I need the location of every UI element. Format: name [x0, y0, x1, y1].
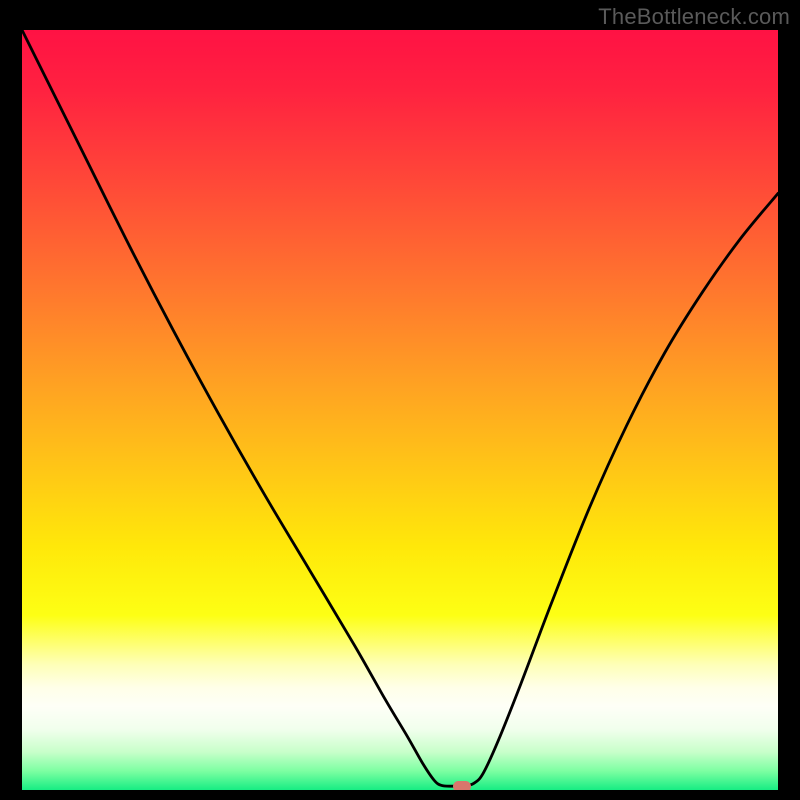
plot-area [22, 30, 778, 790]
curve-path [22, 30, 778, 786]
optimal-point-marker [453, 781, 470, 790]
watermark-text: TheBottleneck.com [598, 4, 790, 30]
chart-container: TheBottleneck.com [0, 0, 800, 800]
bottleneck-curve [22, 30, 778, 790]
